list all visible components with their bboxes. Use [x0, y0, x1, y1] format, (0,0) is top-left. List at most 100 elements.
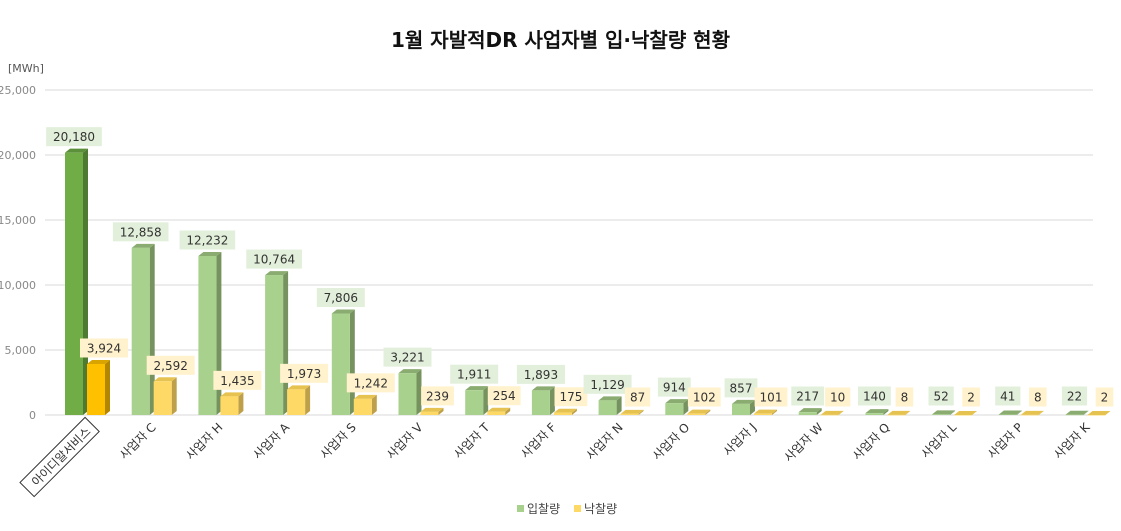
bid-bar-top [932, 410, 956, 415]
win-bar-top [887, 410, 911, 415]
legend-swatch-bid [517, 505, 524, 512]
bid-value-label: 914 [663, 381, 686, 395]
bid-value-label: 20,180 [53, 130, 95, 144]
win-value-label-bg [213, 370, 262, 390]
category-label: 사업자 A [250, 420, 292, 462]
win-value-label-bg [687, 387, 721, 407]
bid-bar-side [883, 409, 889, 415]
bid-bar [531, 390, 550, 415]
bid-bar [665, 403, 684, 415]
bid-value-label-bg [657, 377, 691, 397]
win-bar-top [553, 408, 577, 413]
win-bar [420, 411, 439, 415]
win-bar [220, 396, 239, 415]
bid-bar-top [598, 396, 622, 401]
bid-value-label: 3,221 [390, 351, 424, 365]
category-label: 사업자 Q [850, 420, 893, 463]
category-label: 사업자 H [183, 420, 225, 462]
bid-value-label-bg [383, 347, 432, 367]
win-bar-top [1087, 410, 1111, 415]
legend-swatch-win [574, 505, 581, 512]
bid-bar [865, 413, 884, 415]
bid-bar-side [1083, 410, 1089, 415]
win-bar-side [905, 410, 911, 415]
category-label: 사업자 S [318, 420, 359, 461]
category-label: 사업자 P [985, 420, 1026, 461]
win-value-label: 10 [830, 391, 845, 405]
category-label: 사업자 F [518, 420, 559, 461]
win-value-label-bg [962, 387, 980, 407]
bid-value-label-bg [179, 230, 236, 250]
win-bar-side [105, 359, 110, 415]
win-bar [754, 413, 772, 415]
bid-bar [131, 247, 150, 415]
bid-bar [265, 275, 284, 415]
bid-value-label-bg [246, 249, 302, 269]
win-value-label: 2 [967, 391, 975, 405]
win-bar-side [638, 409, 644, 415]
bid-value-label: 7,806 [324, 291, 358, 305]
bid-bar-top [732, 399, 755, 404]
bid-bar [65, 152, 83, 415]
win-bar-top [687, 409, 711, 414]
win-bar-top [1020, 410, 1044, 415]
bid-value-label: 41 [1000, 390, 1015, 404]
bid-value-label-bg [1061, 386, 1088, 406]
bid-bar [331, 313, 350, 415]
win-value-label-bg [421, 386, 454, 406]
bid-value-label-bg [583, 374, 632, 394]
win-value-label: 1,242 [354, 376, 388, 390]
bid-bar-side [216, 251, 222, 415]
win-bar-side [1038, 410, 1044, 415]
bid-value-label: 1,893 [524, 368, 558, 382]
win-value-label-bg [487, 386, 521, 406]
bid-bar-side [816, 408, 822, 415]
category-label: 사업자 T [451, 420, 493, 462]
bid-bar [998, 414, 1017, 415]
bid-bar-top [998, 410, 1022, 415]
win-value-label: 1,973 [287, 367, 321, 381]
win-value-label-bg [80, 338, 128, 358]
bid-bar-side [483, 386, 489, 415]
win-value-label: 2 [1101, 391, 1109, 405]
bid-bar-top [1065, 410, 1089, 415]
win-bar [87, 363, 105, 415]
win-bar [153, 381, 172, 415]
bid-bar-top [665, 399, 689, 404]
bid-bar-side [549, 386, 555, 415]
win-bar-side [371, 394, 377, 415]
win-value-label: 87 [630, 391, 645, 405]
bid-value-label-bg [858, 386, 891, 406]
bid-bar-top [65, 148, 88, 153]
win-value-label: 2,592 [154, 359, 188, 373]
bid-bar [798, 412, 817, 415]
win-value-label-bg [754, 387, 788, 407]
bid-bar-top [865, 409, 889, 414]
win-bar-top [954, 410, 978, 415]
win-bar-side [705, 409, 711, 415]
bid-bar-side [750, 399, 755, 415]
win-value-label-bg [895, 387, 914, 407]
bid-value-label: 12,858 [120, 225, 162, 239]
win-bar-top [820, 410, 844, 415]
win-value-label: 101 [760, 391, 783, 405]
y-tick-label: 15,000 [0, 214, 36, 227]
win-bar-top [220, 392, 244, 397]
win-bar [620, 413, 639, 415]
category-label: 아이디알서비스 [29, 424, 94, 489]
win-bar [1020, 414, 1039, 416]
win-bar-side [505, 407, 511, 415]
bid-value-label: 857 [730, 381, 753, 395]
bid-value-label: 10,764 [253, 253, 295, 267]
bid-bar-side [950, 410, 956, 415]
y-unit-label: [MWh] [8, 62, 44, 75]
bid-bar [598, 400, 617, 415]
win-value-label-bg [554, 387, 588, 407]
bid-value-label: 22 [1067, 390, 1082, 404]
bid-bar-top [265, 271, 289, 276]
win-value-label: 102 [693, 391, 716, 405]
win-value-label-bg [625, 387, 651, 407]
win-bar-side [438, 407, 444, 415]
category-label: 사업자 J [721, 420, 760, 459]
